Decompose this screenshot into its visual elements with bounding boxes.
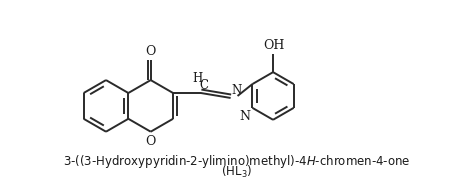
Text: 3-((3-Hydroxypyridin-2-ylimino)methyl)-4$\it{H}$-chromen-4-one: 3-((3-Hydroxypyridin-2-ylimino)methyl)-4… xyxy=(64,153,410,170)
Text: O: O xyxy=(146,135,156,148)
Text: N: N xyxy=(239,110,250,123)
Text: H: H xyxy=(193,72,203,85)
Text: C: C xyxy=(200,79,209,92)
Text: (HL$_3$): (HL$_3$) xyxy=(221,164,253,181)
Text: O: O xyxy=(146,45,156,58)
Text: N: N xyxy=(232,84,242,97)
Text: OH: OH xyxy=(264,39,285,52)
